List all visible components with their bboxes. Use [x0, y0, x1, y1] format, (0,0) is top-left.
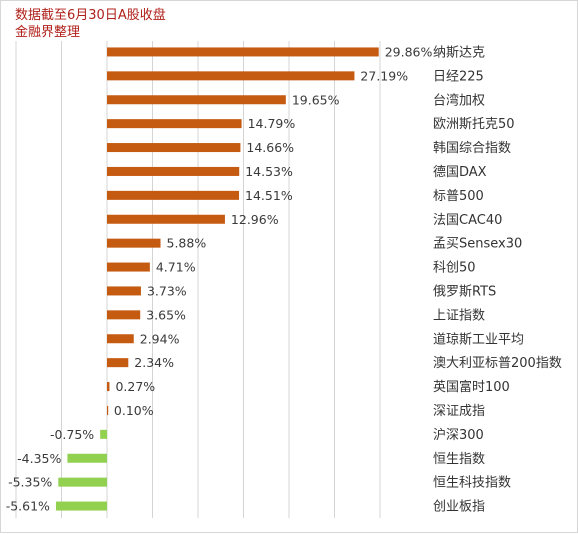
- category-label: 法国CAC40: [433, 213, 502, 228]
- category-label: 澳大利亚标普200指数: [433, 355, 562, 371]
- bar: [107, 238, 161, 248]
- category-label: 标普500: [433, 189, 484, 204]
- category-label: 台湾加权: [433, 92, 485, 108]
- value-label: 14.79%: [248, 116, 296, 131]
- source-note: 金融界整理: [15, 25, 81, 40]
- value-label: -5.61%: [6, 499, 50, 514]
- value-label: -4.35%: [17, 451, 61, 466]
- bar: [67, 453, 107, 463]
- category-label: 创业板指: [433, 500, 485, 515]
- date-note: 数据截至6月30日A股收盘: [15, 8, 166, 23]
- category-label: 上证指数: [433, 308, 485, 323]
- value-label: 12.96%: [231, 212, 279, 227]
- category-label: 德国DAX: [433, 165, 487, 180]
- category-label: 欧洲斯托克50: [433, 117, 515, 132]
- value-label: 14.66%: [246, 140, 294, 155]
- bar: [107, 47, 379, 57]
- category-label: 恒生指数: [433, 452, 485, 467]
- bar: [107, 358, 129, 368]
- category-label: 深证成指: [433, 404, 485, 419]
- value-label: 14.53%: [245, 164, 293, 179]
- category-label: 孟买Sensex30: [433, 237, 522, 252]
- value-label: 29.86%: [385, 44, 433, 59]
- bar: [107, 334, 134, 344]
- category-label: 俄罗斯RTS: [433, 284, 496, 299]
- category-label: 恒生科技指数: [433, 476, 511, 491]
- category-label: 日经225: [433, 69, 484, 84]
- bar: [107, 143, 241, 153]
- bar: [107, 382, 110, 392]
- value-label: -0.75%: [50, 427, 94, 442]
- value-label: 19.65%: [292, 92, 340, 107]
- value-label: 4.71%: [156, 260, 196, 275]
- bar: [107, 119, 242, 129]
- category-label: 纳斯达克: [433, 45, 485, 60]
- value-label: 0.10%: [114, 403, 154, 418]
- category-label: 科创50: [433, 261, 476, 276]
- bar: [107, 166, 240, 176]
- value-label: -5.35%: [8, 475, 52, 490]
- bar: [107, 405, 109, 415]
- category-label: 道琼斯工业平均: [433, 332, 524, 347]
- bar: [107, 214, 225, 224]
- bar: [107, 190, 240, 200]
- bar: [107, 95, 286, 105]
- value-label: 0.27%: [115, 379, 155, 394]
- value-label: 2.34%: [134, 355, 174, 370]
- bar: [58, 477, 107, 487]
- value-label: 3.65%: [146, 307, 186, 322]
- category-label: 韩国综合指数: [433, 141, 511, 156]
- category-label: 英国富时100: [433, 379, 510, 395]
- value-label: 2.94%: [140, 331, 180, 346]
- category-label: 沪深300: [433, 427, 484, 443]
- bar: [107, 71, 355, 81]
- value-label: 14.51%: [245, 188, 293, 203]
- bar: [107, 262, 150, 272]
- bar: [107, 286, 141, 296]
- bar: [100, 429, 107, 439]
- bar: [55, 501, 107, 511]
- value-label: 5.88%: [167, 236, 207, 251]
- value-label: 27.19%: [360, 68, 408, 83]
- bar: [107, 310, 141, 320]
- value-label: 3.73%: [147, 283, 187, 298]
